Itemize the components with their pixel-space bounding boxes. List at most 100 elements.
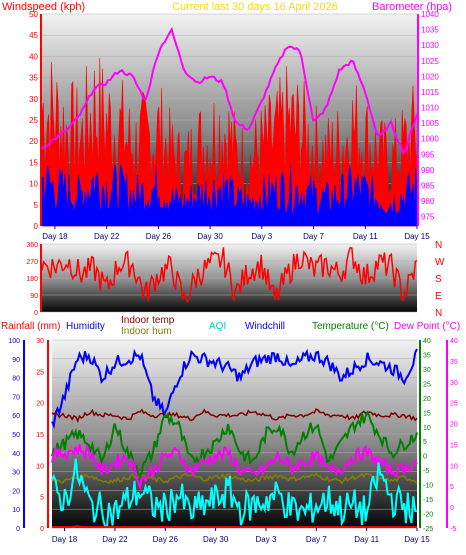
- humidity-tick-label: 90: [12, 357, 20, 364]
- dewpoint-tick-label: 10: [450, 463, 458, 470]
- temperature-tick-label: 0: [423, 454, 427, 461]
- x-tick-label: Day 15: [404, 535, 430, 544]
- rainfall-tick-label: 15: [36, 432, 44, 439]
- windchill-title: Windchill: [245, 321, 285, 332]
- temperature-tick-label: 5: [423, 439, 427, 446]
- rainfall-title: Rainfall (mm): [1, 321, 60, 332]
- direction-tick-label: 90: [30, 293, 38, 300]
- humidity-tick-label: 20: [12, 488, 20, 495]
- barometer-axis: 975 980 985 990 995 1000 1005 1010 1015 1020 1025 1…: [417, 10, 439, 226]
- series-temperature: [51, 410, 418, 480]
- barometer-tick-label: 1025: [421, 57, 439, 66]
- x-tick-label: Day 7: [306, 535, 327, 544]
- temperature-tick-label: 40: [423, 338, 431, 345]
- humidity-tick-label: 0: [16, 526, 20, 533]
- barometer-tick-label: 1015: [421, 88, 439, 97]
- panel-multi: 0102030405060708090100051015202530-25-20…: [8, 338, 458, 533]
- temperature-tick-label: 25: [423, 381, 431, 388]
- x-tick-label: Day 22: [102, 535, 128, 544]
- windspeed-tick-label: 20: [29, 137, 38, 146]
- humidity-tick-label: 100: [8, 338, 20, 345]
- dewpoint-tick-label: 25: [450, 401, 458, 408]
- panel-multi-series: [51, 348, 418, 529]
- windspeed-tick-label: 5: [34, 201, 39, 210]
- barometer-tick-label: 1035: [421, 26, 439, 35]
- x-tick-label: Day 3: [256, 535, 277, 544]
- barometer-tick-label: 990: [421, 166, 435, 175]
- direction-tick-label: 270: [26, 259, 38, 266]
- compass-label: N: [435, 308, 442, 319]
- dewpoint-tick-label: 15: [450, 442, 458, 449]
- temperature-tick-label: -10: [423, 483, 433, 490]
- series-dew-point: [51, 458, 418, 529]
- humidity-tick-label: 10: [12, 507, 20, 514]
- x-tick-label: Day 18: [52, 535, 78, 544]
- barometer-tick-label: 1000: [421, 135, 439, 144]
- windspeed-tick-label: 40: [29, 52, 38, 61]
- dewpoint-tick-label: 35: [450, 359, 458, 366]
- humidity-tick-label: 70: [12, 394, 20, 401]
- windspeed-tick-label: 15: [29, 158, 38, 167]
- compass-label: N: [435, 240, 442, 251]
- x-tick-label: Day 3: [251, 232, 272, 241]
- windspeed-tick-label: 35: [29, 74, 38, 83]
- dewpoint-tick-label: 0: [450, 505, 454, 512]
- direction-tick-label: 180: [26, 276, 38, 283]
- temperature-tick-label: 35: [423, 352, 431, 359]
- dewpoint-tick-label: 30: [450, 380, 458, 387]
- indoor-hum-title: Indoor hum: [121, 326, 172, 337]
- aqi-title: AQI: [209, 321, 226, 332]
- rainfall-tick-label: 5: [40, 495, 44, 502]
- dewpoint-tick-label: 40: [450, 338, 458, 345]
- panel-direction-grid: [42, 243, 417, 313]
- series-wind-speed: [41, 163, 418, 227]
- series-windchill: [51, 443, 418, 492]
- direction-tick-label: 360: [26, 242, 38, 249]
- x-tick-label: Day 26: [153, 535, 179, 544]
- barometer-title: Barometer (hpa): [372, 1, 452, 13]
- windspeed-tick-label: 45: [29, 31, 38, 40]
- x-tick-label: Day 30: [203, 535, 229, 544]
- panel-wind-series: [41, 26, 418, 227]
- x-tick-label: Day 11: [354, 535, 379, 544]
- x-axis-bottom: Day 18 Day 22 Day 26 Day 30 Day 3 Day 7 Day 11…: [52, 528, 430, 544]
- compass-label: W: [435, 257, 445, 268]
- x-tick-label: Day 30: [197, 232, 223, 241]
- barometer-tick-label: 985: [421, 181, 435, 190]
- humidity-tick-label: 80: [12, 376, 20, 383]
- barometer-tick-label: 980: [421, 197, 435, 206]
- humidity-tick-label: 50: [12, 432, 20, 439]
- series-barometer: [41, 26, 418, 155]
- windspeed-tick-label: 30: [29, 95, 38, 104]
- compass-label: S: [435, 274, 442, 285]
- windspeed-tick-label: 0: [34, 222, 39, 231]
- panel-direction-series: [41, 246, 418, 303]
- barometer-tick-label: 995: [421, 150, 435, 159]
- direction-tick-label: 0: [34, 310, 38, 317]
- series-rainfall: [52, 525, 417, 529]
- x-tick-label: Day 15: [404, 232, 430, 241]
- temperature-tick-label: -25: [423, 526, 433, 533]
- period-title: Current last 30 days 16 April 2026: [172, 1, 338, 13]
- humidity-tick-label: 40: [12, 451, 20, 458]
- x-axis-top: Day 18 Day 22 Day 26 Day 30 Day 3 Day 7 Day 11…: [42, 226, 430, 241]
- panel-multi-axes: 0102030405060708090100051015202530-25-20…: [8, 338, 458, 533]
- series-wind-gust: [41, 57, 418, 227]
- humidity-tick-label: 60: [12, 413, 20, 420]
- rainfall-tick-label: 30: [36, 338, 44, 345]
- windspeed-title: Windspeed (kph): [2, 1, 85, 13]
- barometer-tick-label: 1040: [421, 10, 439, 19]
- dewpoint-tick-label: 20: [450, 422, 458, 429]
- barometer-tick-label: 1010: [421, 104, 439, 113]
- dewpoint-title: Dew Point (°C): [394, 321, 460, 332]
- series-indoor-temp: [51, 408, 418, 423]
- windspeed-tick-label: 25: [29, 116, 38, 125]
- rainfall-tick-label: 25: [36, 369, 44, 376]
- series-indoor-hum: [51, 471, 418, 485]
- barometer-tick-label: 975: [421, 213, 435, 222]
- temperature-tick-label: 30: [423, 367, 431, 374]
- x-tick-label: Day 26: [146, 232, 172, 241]
